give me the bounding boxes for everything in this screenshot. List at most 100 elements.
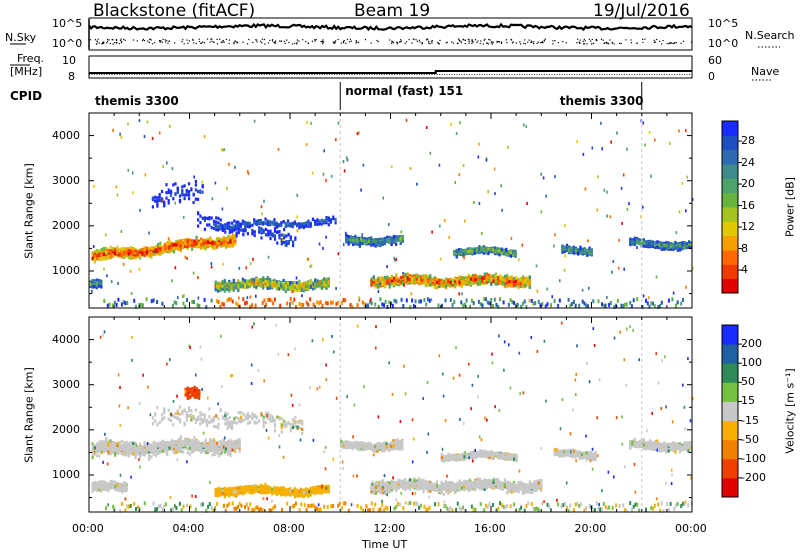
heatmap-cell <box>532 301 535 306</box>
heatmap-cell <box>134 250 137 254</box>
nsearch-dot <box>168 40 170 42</box>
heatmap-cell <box>248 222 251 226</box>
heatmap-cell <box>93 285 96 289</box>
heatmap-cell <box>481 303 484 308</box>
heatmap-cell <box>645 244 648 248</box>
heatmap-cell <box>499 297 501 302</box>
heatmap-cell <box>242 232 245 236</box>
heatmap-cell <box>647 243 650 247</box>
heatmap-cell <box>419 299 422 304</box>
heatmap-cell <box>425 302 428 307</box>
heatmap-cell <box>100 280 103 284</box>
heatmap-cell <box>307 281 310 285</box>
heatmap-cell <box>263 298 266 303</box>
heatmap-cell <box>213 247 216 251</box>
heatmap-cell <box>197 243 200 247</box>
heatmap-cell <box>514 252 517 256</box>
heatmap-cell <box>91 280 94 284</box>
heatmap-cell <box>665 243 668 247</box>
nsearch-dot <box>524 39 526 41</box>
heatmap-cell <box>285 234 288 238</box>
heatmap-cell <box>365 239 368 243</box>
heatmap-cell <box>298 226 301 230</box>
heatmap-cell <box>645 242 648 246</box>
heatmap-cell <box>602 303 605 308</box>
heatmap-cell <box>469 249 472 253</box>
nsearch-dot <box>322 39 324 41</box>
nsearch-dot <box>96 40 98 42</box>
heatmap-cell <box>143 246 146 250</box>
heatmap-cell <box>356 240 359 244</box>
heatmap-cell <box>325 284 328 288</box>
nsearch-dot <box>355 42 357 44</box>
heatmap-cell <box>499 277 502 281</box>
heatmap-cell <box>358 243 361 247</box>
heatmap-cell <box>221 280 224 284</box>
heatmap-cell <box>327 219 330 223</box>
nsearch-dot <box>426 39 428 41</box>
heatmap-cell <box>325 280 328 284</box>
heatmap-cell <box>429 280 432 284</box>
heatmap-cell <box>325 221 328 225</box>
heatmap-cell <box>235 301 238 306</box>
heatmap-cell <box>143 253 146 258</box>
heatmap-cell <box>565 248 569 252</box>
heatmap-cell <box>289 224 292 228</box>
heatmap-cell <box>309 297 312 302</box>
nsearch-dot <box>619 42 621 44</box>
heatmap-cell <box>178 194 182 198</box>
heatmap-cell <box>406 281 409 285</box>
heatmap-cell <box>384 276 387 280</box>
nsearch-dot <box>334 41 336 43</box>
nsearch-tick-high: 10^5 <box>708 17 739 30</box>
heatmap-cell <box>96 256 99 260</box>
heatmap-cell <box>685 245 688 250</box>
heatmap-cell <box>257 283 260 287</box>
nsearch-dot <box>468 40 470 42</box>
heatmap-cell <box>206 223 209 227</box>
heatmap-cell <box>370 277 373 281</box>
heatmap-cell <box>188 193 191 197</box>
heatmap-cell <box>521 281 525 285</box>
heatmap-cell <box>323 285 326 289</box>
heatmap-cell <box>584 250 587 254</box>
heatmap-cell <box>275 284 278 288</box>
heatmap-cell <box>314 222 317 226</box>
heatmap-cell <box>572 300 575 304</box>
nsearch-dot <box>462 39 464 41</box>
heatmap-cell <box>428 298 431 303</box>
heatmap-cell <box>250 283 253 287</box>
heatmap-cell <box>152 249 155 253</box>
heatmap-cell <box>116 254 119 258</box>
heatmap-cell <box>237 282 240 286</box>
heatmap-cell <box>283 236 286 240</box>
heatmap-cell <box>168 240 171 244</box>
heatmap-cell <box>494 279 497 283</box>
nsearch-dot <box>588 38 590 40</box>
nsearch-dot <box>335 40 337 42</box>
heatmap-cell <box>266 282 269 287</box>
heatmap-cell <box>323 219 326 223</box>
heatmap-cell <box>302 303 305 307</box>
nsearch-dot <box>399 41 401 43</box>
heatmap-cell <box>327 279 330 284</box>
heatmap-cell <box>467 273 470 277</box>
heatmap-cell <box>455 252 458 256</box>
heatmap-cell <box>111 249 115 253</box>
nsearch-dot <box>577 38 579 40</box>
heatmap-cell <box>139 252 142 256</box>
nsearch-dot <box>609 39 611 41</box>
heatmap-cell <box>436 283 439 288</box>
heatmap-cell <box>145 246 148 250</box>
heatmap-cell <box>231 299 234 304</box>
heatmap-cell <box>392 234 395 239</box>
heatmap-cell <box>517 286 520 290</box>
heatmap-cell <box>296 283 299 287</box>
heatmap-cell <box>345 239 348 243</box>
heatmap-cell <box>260 236 263 240</box>
heatmap-cell <box>352 238 355 243</box>
heatmap-cell <box>465 280 468 285</box>
nsearch-dot <box>613 43 615 45</box>
heatmap-cell <box>223 223 226 227</box>
heatmap-cell <box>231 221 234 225</box>
